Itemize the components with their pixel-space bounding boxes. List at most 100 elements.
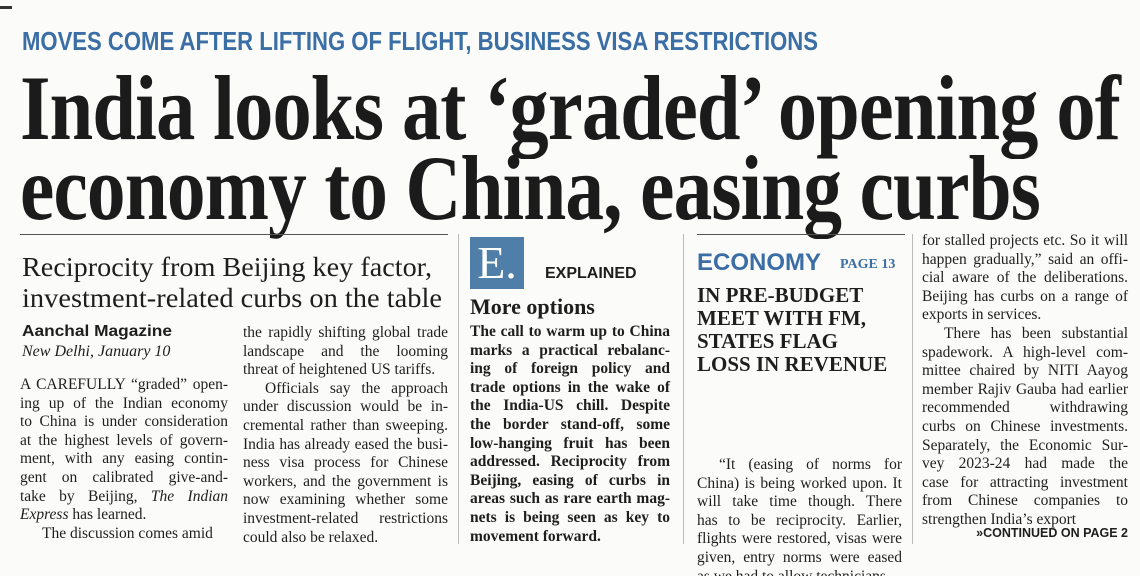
headline-line: India looks at ‘graded’ opening of <box>20 62 1140 154</box>
text-line: workers, and the government is <box>243 472 448 490</box>
continued: »CONTINUED ON PAGE 2 <box>922 526 1128 540</box>
logo-text: E. <box>477 237 517 288</box>
text-line: India has already eased the busi- <box>243 435 448 453</box>
text-line: given, entry norms were eased <box>697 548 902 566</box>
text-line: Officials say the approach <box>265 379 448 397</box>
text-line: the border stand-off, some <box>470 415 670 433</box>
text-line: under discussion would be in- <box>243 398 448 416</box>
text-line: LOSS IN REVENUE <box>697 352 888 376</box>
text-line: marks a practical rebalanc- <box>470 341 670 359</box>
text-segment: take by Beijing, <box>20 487 151 505</box>
headline-text: India looks at ‘graded’ opening of <box>20 57 1121 159</box>
text-line: investment-related restrictions <box>243 509 448 527</box>
text-line: China) is being worked upon. It <box>697 474 902 492</box>
column-divider <box>458 234 459 544</box>
text-line: movement forward. <box>470 527 601 545</box>
explained-label: EXPLAINED <box>545 265 637 283</box>
text-line: Separately, the Economic Sur- <box>922 436 1128 454</box>
headline-text: economy to China, easing curbs <box>20 137 1041 239</box>
text-line: The call to warm up to China <box>470 323 670 340</box>
section-label: ECONOMY <box>697 249 821 277</box>
text-line: ness visa process for Chinese <box>243 454 448 472</box>
text-line: happen gradually,” said an offi- <box>922 250 1128 268</box>
text-line: Beijing, easing of curbs in <box>470 471 670 489</box>
text-line: trade options in the wake of <box>470 378 670 396</box>
rule <box>697 234 905 235</box>
text-line: cial aware of the deliberations. <box>922 269 1128 287</box>
text-line: cremental rather than sweeping. <box>243 416 448 434</box>
column: the rapidly shifting global trade landsca… <box>243 324 448 547</box>
subheadline: Reciprocity from Beijing key factor, <box>22 252 432 282</box>
economy-headline: IN PRE-BUDGET MEET WITH FM, STATES FLAG LOS… <box>697 284 902 376</box>
text-line: vey 2023-24 had made the <box>922 455 1128 473</box>
text-line: exports in services. <box>922 306 1042 324</box>
text-line: member Rajiv Gauba had earlier <box>922 380 1128 398</box>
text-line: areas such as rare earth mag- <box>470 490 670 508</box>
text-line: Beijing has curbs on a range of <box>922 287 1128 305</box>
author: Aanchal Magazine <box>22 323 172 340</box>
text-line: MEET WITH FM, <box>697 306 866 330</box>
text-line: ing of foreign policy and <box>470 360 670 378</box>
text-line: as we had to allow technicians <box>697 568 902 576</box>
top-mark <box>0 6 12 9</box>
italic-text: Express <box>20 506 69 524</box>
text-line: “It (easing of norms for <box>719 456 902 473</box>
label-text: EXPLAINED <box>545 265 637 282</box>
italic-text: The Indian <box>150 487 229 505</box>
text-line: the India-US chill. Despite <box>470 397 670 415</box>
text-line: landscape and the looming <box>243 342 448 360</box>
text-line: IN PRE-BUDGET <box>697 283 864 307</box>
page-ref: PAGE 13 <box>840 257 895 273</box>
kicker: MOVES COME AFTER LIFTING OF FLIGHT, BUSI… <box>22 27 959 55</box>
text-line: The discussion comes amid <box>42 524 213 542</box>
explained-body: The call to warm up to China marks a prac… <box>470 323 670 546</box>
explained-logo: E. <box>470 237 524 289</box>
column: for stalled projects etc. So it will happ… <box>922 232 1128 530</box>
text-line: recommended withdrawing <box>922 399 1128 417</box>
text-line: now examining whether some <box>243 491 448 509</box>
explained-title: More options <box>470 294 595 320</box>
text-line: curbs on Chinese investments. <box>922 417 1128 435</box>
subheadline-text: investment-related curbs on the table <box>22 283 442 313</box>
text-line: addressed. Reciprocity from <box>470 453 670 471</box>
text-line: the rapidly shifting global trade <box>243 324 448 341</box>
text-line: case for attracting investment <box>922 473 1128 491</box>
rule <box>20 234 448 235</box>
subheadline-text: Reciprocity from Beijing key factor, <box>22 252 432 282</box>
kicker-text: MOVES COME AFTER LIFTING OF FLIGHT, BUSI… <box>22 26 818 56</box>
text-line: ing up of the Indian economy <box>20 394 228 412</box>
column-divider <box>912 234 913 544</box>
text-line: mittee chaired by NITI Aayog <box>922 362 1128 380</box>
continued-text: »CONTINUED ON PAGE 2 <box>976 526 1128 540</box>
dateline-text: New Delhi, January 10 <box>22 343 171 360</box>
text-line: flights were restored, visas were <box>697 530 902 548</box>
section-text: ECONOMY <box>697 249 822 276</box>
text-line: could also be relaxed. <box>243 528 379 546</box>
column: A CAREFULLY “graded” open-ing up of the … <box>20 376 228 543</box>
text-line: at the highest levels of govern- <box>20 431 228 449</box>
text-line: from Chinese companies to <box>922 492 1128 510</box>
byline: Aanchal Magazine <box>22 323 172 341</box>
column-divider <box>683 234 684 544</box>
title-text: More options <box>470 294 595 319</box>
text-line: nets is being seen as key to <box>470 508 670 526</box>
text-line: take by Beijing, The Indian <box>20 488 228 507</box>
text-line: will take time though. There <box>697 493 902 511</box>
text-line: strengthen India’s export <box>922 510 1077 528</box>
text-line: low-hanging fruit has been <box>470 434 670 452</box>
text-line: gent on calibrated give-and- <box>20 468 228 486</box>
page-text: PAGE 13 <box>840 257 896 272</box>
text-line: spadework. A high-level com- <box>922 343 1128 361</box>
headline-line: economy to China, easing curbs <box>20 142 1140 234</box>
text-line: threat of heightened US tariffs. <box>243 361 436 379</box>
dateline: New Delhi, January 10 <box>22 343 170 361</box>
text-line: has to be reciprocity. Earlier, <box>697 511 902 529</box>
text-line: STATES FLAG <box>697 329 839 353</box>
column: “It (easing of norms for China) is being … <box>697 456 902 576</box>
subheadline: investment-related curbs on the table <box>22 283 442 313</box>
text-line: A CAREFULLY “graded” open- <box>20 376 228 393</box>
text-line: ment, with any easing contin- <box>20 450 228 468</box>
text-segment: has learned. <box>68 506 147 524</box>
text-line: There has been substantial <box>944 324 1128 342</box>
